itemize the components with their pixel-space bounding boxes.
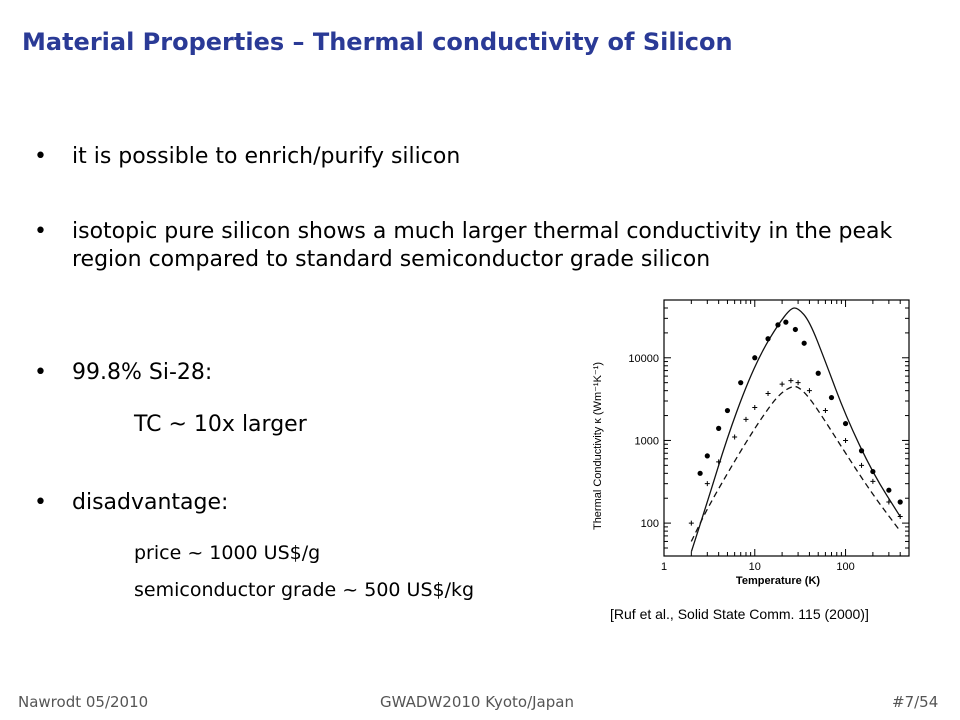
data-point-circle (815, 370, 821, 376)
price-text: price ~ 1000 US$/g (134, 542, 321, 564)
data-point-cross (806, 388, 812, 394)
data-point-circle (697, 470, 703, 476)
bullet-isotopic: isotopic pure silicon shows a much large… (72, 219, 893, 272)
data-point-circle (792, 326, 798, 333)
plot-frame (663, 299, 910, 557)
data-point-circle (752, 355, 758, 361)
data-point-cross (886, 499, 892, 505)
data-point-cross (822, 408, 828, 414)
data-point-cross (765, 390, 771, 396)
y-axis-label: Thermal Conductivity κ (Wm⁻¹K⁻¹) (592, 362, 604, 530)
data-point-cross (795, 380, 801, 386)
thermal-conductivity-chart: 1 10 100 100 1000 10000 Thermal Conductivity … (583, 288, 919, 600)
data-point-cross (732, 434, 738, 440)
data-point-circle (783, 319, 789, 325)
data-point-circle (897, 499, 903, 505)
data-point-circle (724, 407, 731, 414)
data-point-circle (828, 394, 835, 401)
bullet-enrich: it is possible to enrich/purify silicon (72, 144, 461, 169)
data-point-circle (765, 336, 771, 342)
bullet-disadvantage: disadvantage: (72, 490, 229, 515)
bullet-marker: • (34, 219, 47, 244)
data-point-cross (688, 520, 694, 526)
semiconductor-grade-text: semiconductor grade ~ 500 US$/kg (134, 579, 475, 601)
tc-larger-text: TC ~ 10x larger (134, 412, 307, 437)
data-point-cross (859, 462, 865, 468)
series-solid-line (690, 307, 901, 552)
data-point-cross (779, 381, 785, 387)
data-point-cross (897, 514, 903, 520)
plot-series-group (688, 307, 903, 552)
data-point-cross (704, 481, 710, 487)
footer-author: Nawrodt 05/2010 (18, 693, 149, 711)
data-point-circle (704, 453, 710, 459)
data-point-cross (870, 478, 876, 484)
bullet-si28: 99.8% Si-28: (72, 360, 213, 385)
footer-conference: GWADW2010 Kyoto/Japan (380, 693, 574, 711)
data-point-circle (801, 340, 807, 346)
data-point-circle (775, 322, 781, 328)
data-point-circle (886, 487, 892, 493)
series-dashed-line (690, 385, 901, 542)
footer-page-number: #7/54 (892, 693, 939, 711)
data-point-cross (716, 459, 722, 465)
data-point-cross (752, 405, 758, 411)
figure-caption: [Ruf et al., Solid State Comm. 115 (2000… (610, 606, 869, 622)
x-tick-label: 100 (836, 561, 854, 573)
y-tick-label: 1000 (635, 435, 659, 447)
x-axis-label: Temperature (K) (736, 575, 820, 587)
x-tick-label: 10 (749, 561, 761, 573)
data-point-circle (870, 468, 876, 475)
x-tick-label: 1 (661, 561, 667, 573)
slide-title: Material Properties – Thermal conductivi… (22, 28, 733, 56)
data-point-circle (716, 425, 722, 431)
data-point-cross (788, 378, 794, 384)
data-point-cross (843, 437, 849, 443)
data-point-circle (842, 420, 849, 427)
chart-background (583, 288, 919, 600)
bullet-marker: • (34, 490, 47, 515)
bullet-marker: • (34, 360, 47, 385)
bullet-marker: • (34, 144, 47, 169)
data-point-circle (858, 448, 865, 454)
data-point-circle (738, 380, 744, 386)
y-tick-label: 10000 (628, 353, 659, 365)
y-tick-label: 100 (641, 518, 659, 530)
data-point-cross (743, 416, 749, 422)
